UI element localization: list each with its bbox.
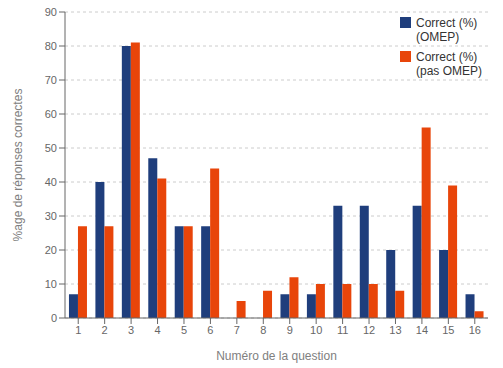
svg-text:10: 10 xyxy=(310,324,322,336)
svg-text:6: 6 xyxy=(207,324,213,336)
svg-text:80: 80 xyxy=(45,40,57,52)
svg-text:30: 30 xyxy=(45,210,57,222)
svg-text:20: 20 xyxy=(45,244,57,256)
svg-text:%age de réponses correctes: %age de réponses correctes xyxy=(11,89,25,242)
svg-text:Numéro de la question: Numéro de la question xyxy=(216,349,337,363)
svg-text:60: 60 xyxy=(45,108,57,120)
svg-text:2: 2 xyxy=(102,324,108,336)
svg-text:14: 14 xyxy=(416,324,428,336)
svg-text:3: 3 xyxy=(128,324,134,336)
svg-text:9: 9 xyxy=(287,324,293,336)
svg-text:1: 1 xyxy=(75,324,81,336)
svg-text:10: 10 xyxy=(45,278,57,290)
svg-text:15: 15 xyxy=(442,324,454,336)
svg-text:11: 11 xyxy=(337,324,348,336)
html-text:Correct (%) (OMEP): Correct (%) (OMEP) xyxy=(416,16,478,44)
svg-text:8: 8 xyxy=(260,324,266,336)
svg-text:5: 5 xyxy=(181,324,187,336)
svg-text:16: 16 xyxy=(469,324,481,336)
html-text:Correct (%) (pas OMEP): Correct (%) (pas OMEP) xyxy=(416,50,482,78)
svg-text:50: 50 xyxy=(45,142,57,154)
svg-text:0: 0 xyxy=(51,312,57,324)
svg-text:90: 90 xyxy=(45,6,57,18)
svg-text:7: 7 xyxy=(234,324,240,336)
svg-text:70: 70 xyxy=(45,74,57,86)
svg-text:12: 12 xyxy=(363,324,375,336)
svg-text:4: 4 xyxy=(154,324,160,336)
svg-text:40: 40 xyxy=(45,176,57,188)
svg-text:13: 13 xyxy=(389,324,401,336)
